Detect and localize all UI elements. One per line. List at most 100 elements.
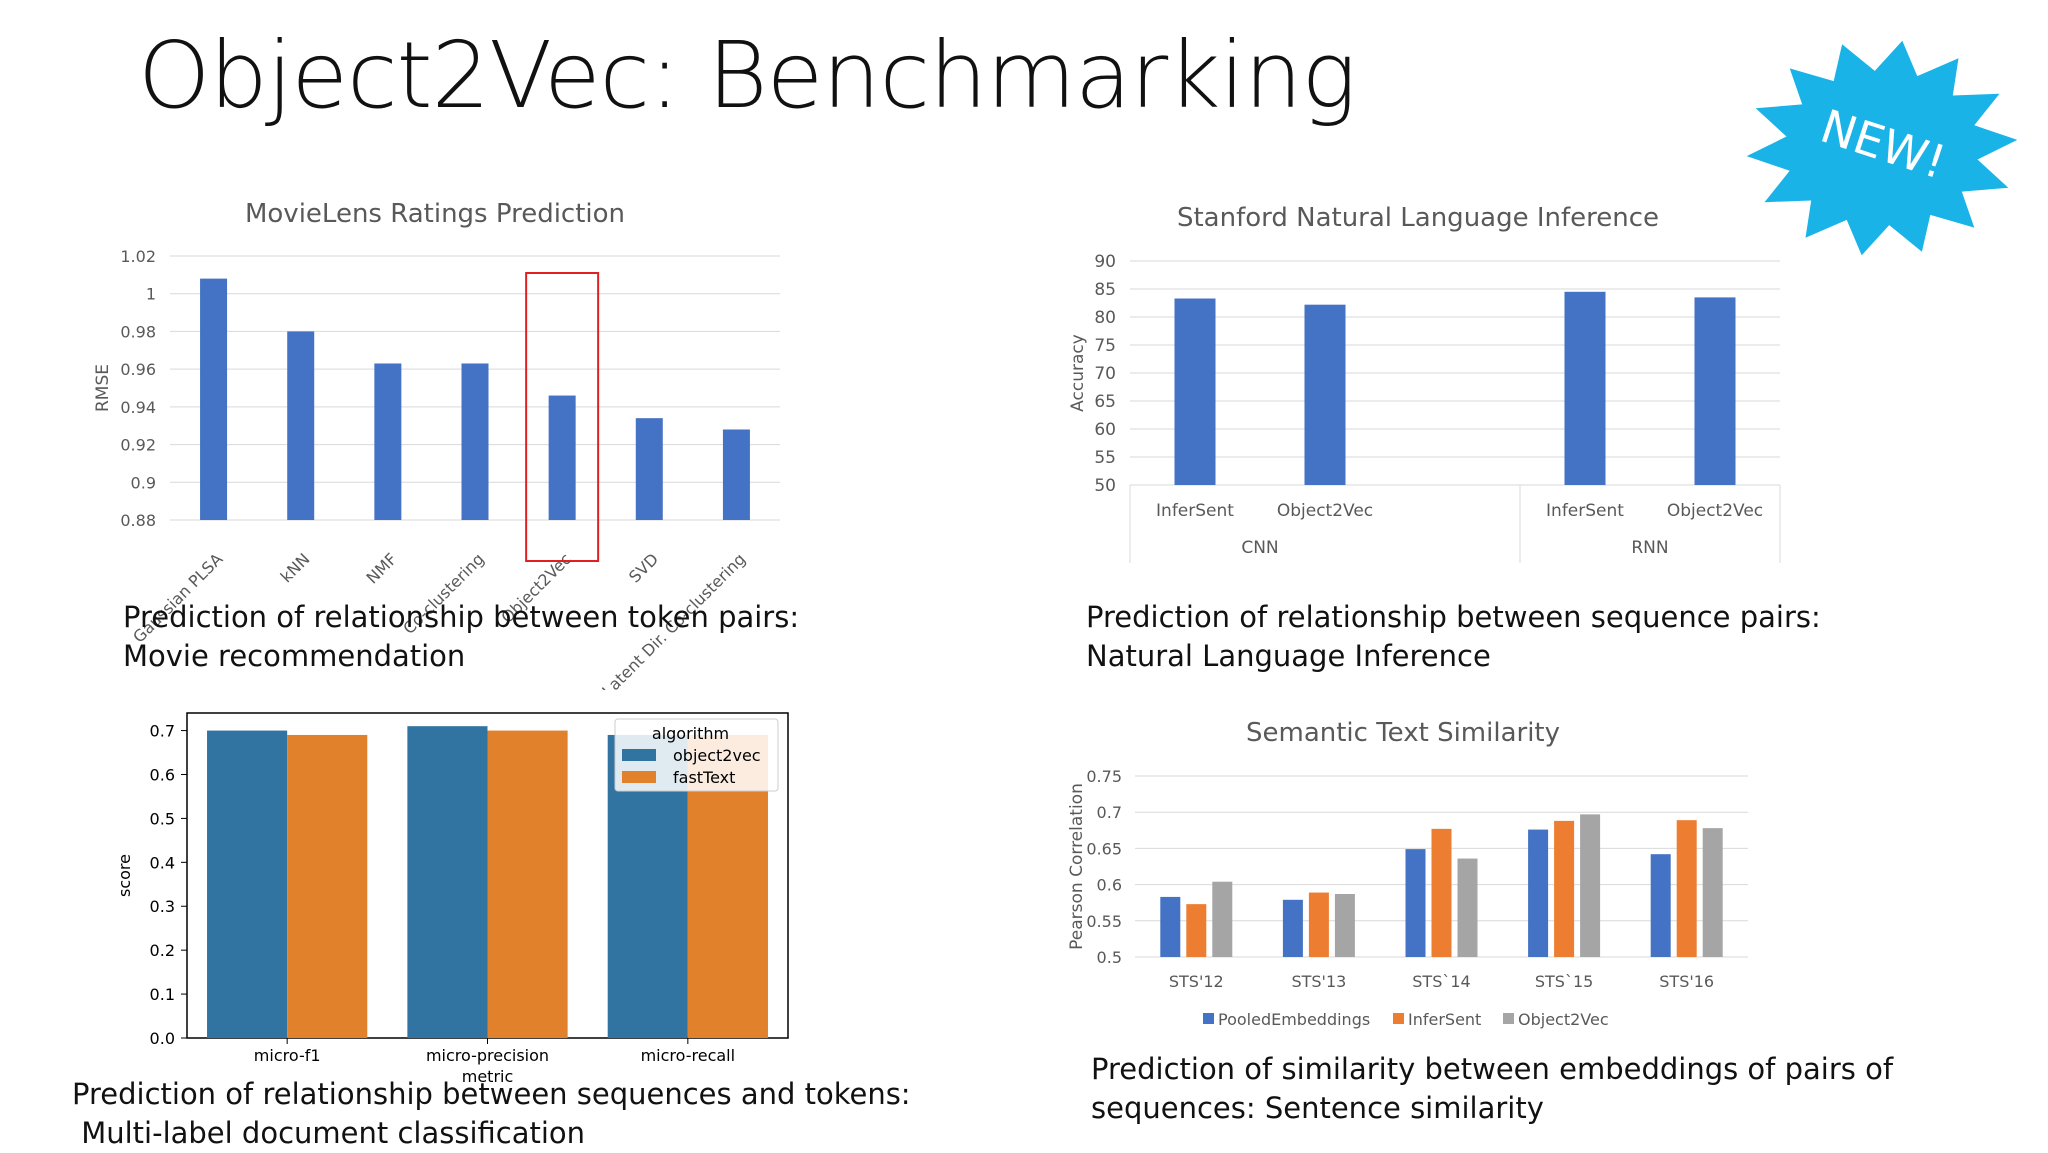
legend-swatch-object2vec: [622, 749, 656, 761]
y-tick-label: 0.75: [1086, 767, 1122, 786]
caption-sts: Prediction of similarity between embeddi…: [1091, 1050, 1893, 1128]
bar-object2vec-0: [1212, 881, 1233, 957]
bar-gaussian-plsa: [200, 278, 228, 520]
bar-pooledembeddings-1: [1282, 899, 1303, 957]
caption-sts-line1: Prediction of similarity between embeddi…: [1091, 1052, 1894, 1086]
y-tick-label: 0.1: [150, 985, 175, 1004]
y-tick-label: 0.0: [150, 1029, 175, 1048]
x-tick-label: InferSent: [1546, 501, 1624, 521]
y-axis-label: Accuracy: [1068, 334, 1088, 412]
y-axis-label: RMSE: [93, 364, 113, 412]
y-axis-label: score: [115, 854, 134, 897]
y-tick-label: 0.55: [1086, 912, 1122, 931]
x-tick-label: STS`14: [1412, 972, 1470, 991]
legend-label: object2vec: [673, 746, 761, 765]
y-tick-label: 0.5: [150, 809, 175, 828]
legend-swatch-object2vec: [1503, 1013, 1514, 1024]
y-tick-label: 0.6: [1097, 876, 1122, 895]
caption-snli: Prediction of relationship between seque…: [1086, 598, 1821, 676]
bar-object2vec-micro-f1: [207, 730, 288, 1038]
y-tick-label: 0.94: [120, 398, 156, 417]
caption-snli-line1: Prediction of relationship between seque…: [1086, 600, 1821, 634]
y-tick-label: 0.2: [150, 941, 175, 960]
y-tick-label: 0.4: [150, 853, 175, 872]
x-tick-label: STS'13: [1291, 972, 1346, 991]
bar-cnn-infersent: [1174, 298, 1216, 485]
y-tick-label: 0.9: [131, 473, 156, 492]
bar-fasttext-micro-f1: [287, 734, 368, 1038]
bar-pooledembeddings-3: [1528, 829, 1549, 957]
caption-movielens-line1: Prediction of relationship between token…: [123, 600, 800, 634]
y-tick-label: 80: [1094, 308, 1116, 328]
y-tick-label: 0.98: [120, 322, 156, 341]
chart-title: Stanford Natural Language Inference: [1177, 203, 1659, 233]
bar-nmf: [374, 363, 402, 520]
y-tick-label: 0.92: [120, 436, 156, 455]
y-tick-label: 1: [146, 285, 156, 304]
legend-label: PooledEmbeddings: [1218, 1010, 1370, 1029]
x-tick-label: STS'16: [1659, 972, 1714, 991]
snli-chart: Stanford Natural Language Inference 50 55 6…: [1068, 203, 1781, 563]
bar-knn: [287, 331, 315, 520]
y-tick-label: 0.7: [150, 722, 175, 741]
bar-rnn-object2vec: [1694, 297, 1736, 485]
caption-snli-line2: Natural Language Inference: [1086, 639, 1491, 673]
y-tick-label: 1.02: [120, 247, 156, 266]
group-label: CNN: [1241, 538, 1278, 558]
x-tick-label: NMF: [363, 549, 401, 587]
bar-fasttext-micro-precision: [487, 730, 568, 1038]
x-tick-label: SVD: [625, 549, 662, 586]
x-tick-label: InferSent: [1156, 501, 1234, 521]
x-axis-label: metric: [462, 1067, 514, 1086]
x-tick-label: kNN: [277, 549, 314, 586]
y-tick-label: 0.7: [1097, 803, 1122, 822]
x-tick-label: Object2Vec: [1277, 501, 1373, 521]
bar-infersent-1: [1308, 892, 1329, 957]
caption-doc-line1: Prediction of relationship between seque…: [72, 1077, 911, 1111]
y-tick-label: 0.6: [150, 765, 175, 784]
y-tick-label: 65: [1094, 392, 1116, 412]
y-tick-label: 70: [1094, 364, 1116, 384]
legend-title: algorithm: [652, 724, 729, 743]
y-tick-label: 0.88: [120, 511, 156, 530]
bar-object2vec-1: [1334, 894, 1355, 957]
badge-starburst: [1746, 40, 2018, 256]
caption-doc: Prediction of relationship between seque…: [72, 1075, 911, 1153]
x-tick-label: Object2Vec: [1667, 501, 1763, 521]
y-tick-label: 90: [1094, 252, 1116, 272]
bar-pooledembeddings-4: [1650, 854, 1671, 957]
bar-object2vec-3: [1580, 814, 1601, 957]
sts-chart: Semantic Text Similarity 0.5 0.55 0.6 0.65 0.…: [1067, 718, 1748, 1029]
caption-sts-line2: sequences: Sentence similarity: [1091, 1091, 1544, 1125]
y-tick-label: 0.96: [120, 360, 156, 379]
bar-co-clustering: [461, 363, 489, 520]
legend-swatch-fasttext: [622, 771, 656, 783]
slide-title: Object2Vec: Benchmarking: [138, 22, 1357, 129]
bar-object2vec: [548, 395, 576, 520]
bar-cnn-object2vec: [1304, 304, 1346, 485]
legend-label: fastText: [673, 768, 735, 787]
y-tick-label: 55: [1094, 448, 1116, 468]
y-tick-label: 0.65: [1086, 839, 1122, 858]
new-badge: NEW!: [1746, 40, 2018, 256]
y-tick-label: 85: [1094, 280, 1116, 300]
bar-latent-dir-co-clustering: [722, 429, 750, 520]
legend-swatch-infersent: [1393, 1013, 1404, 1024]
x-tick-label: micro-recall: [641, 1046, 735, 1065]
chart-title: MovieLens Ratings Prediction: [245, 199, 625, 229]
caption-movielens-line2: Movie recommendation: [123, 639, 466, 673]
legend-swatch-pooledembeddings: [1203, 1013, 1214, 1024]
y-tick-label: 60: [1094, 420, 1116, 440]
caption-movielens: Prediction of relationship between token…: [123, 598, 799, 676]
chart-title: Semantic Text Similarity: [1246, 718, 1560, 748]
bar-svd: [635, 418, 663, 520]
caption-doc-line2: Multi-label document classification: [72, 1116, 586, 1150]
bar-infersent-4: [1676, 820, 1697, 957]
y-axis-label: Pearson Correlation: [1067, 783, 1087, 950]
x-tick-label: micro-precision: [426, 1046, 549, 1065]
bar-infersent-2: [1431, 828, 1452, 957]
legend-label: InferSent: [1408, 1010, 1481, 1029]
bar-infersent-0: [1186, 904, 1207, 957]
bar-pooledembeddings-2: [1405, 849, 1426, 957]
highlight-box: [525, 272, 600, 562]
